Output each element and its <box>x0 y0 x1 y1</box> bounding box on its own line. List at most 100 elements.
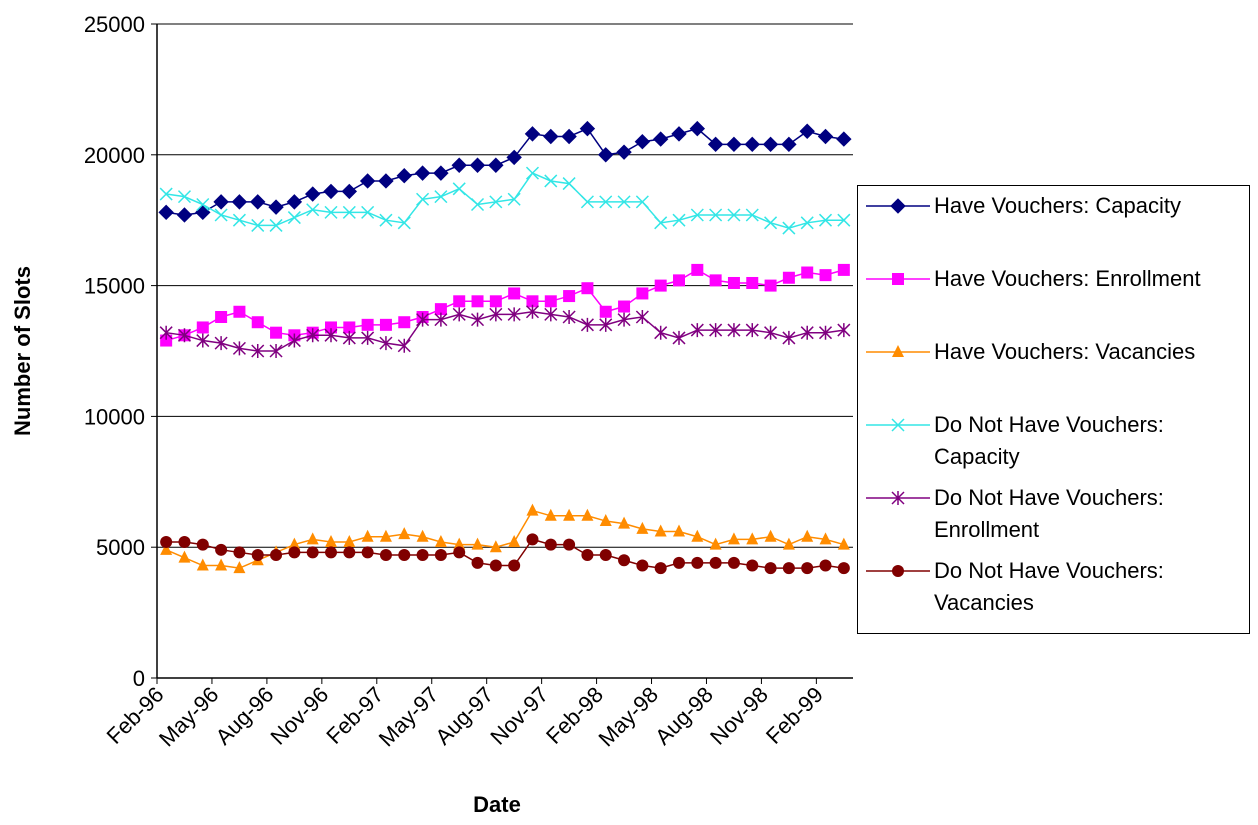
marker <box>416 549 429 562</box>
marker <box>268 199 284 215</box>
marker <box>727 532 740 545</box>
marker <box>470 312 485 327</box>
marker <box>837 263 850 276</box>
marker <box>524 126 541 142</box>
marker <box>159 325 173 340</box>
marker <box>379 213 393 227</box>
series-line <box>166 127 844 216</box>
marker <box>709 537 722 550</box>
marker <box>599 305 612 318</box>
marker <box>726 136 742 153</box>
x-tick-label: May-96 <box>154 682 224 752</box>
marker <box>215 310 228 323</box>
marker <box>801 562 814 575</box>
marker <box>562 177 576 191</box>
marker <box>361 529 374 542</box>
x-tick-label: Aug-97 <box>430 682 498 750</box>
marker <box>288 537 301 550</box>
marker <box>727 208 741 222</box>
marker <box>892 345 904 357</box>
marker <box>691 529 704 542</box>
legend-item: Have Vouchers: Capacity <box>862 190 1245 263</box>
marker <box>343 534 356 547</box>
marker <box>469 157 486 173</box>
marker <box>214 208 228 222</box>
marker <box>451 157 467 173</box>
legend-item: Do Not Have Vouchers: Vacancies <box>862 555 1245 628</box>
marker <box>397 338 411 353</box>
marker <box>233 305 246 318</box>
x-tick-label: May-97 <box>374 682 444 752</box>
legend-symbol <box>866 565 930 577</box>
marker <box>452 182 466 196</box>
y-tick-label: 25000 <box>84 12 145 37</box>
marker <box>801 529 814 542</box>
marker <box>306 328 320 343</box>
marker <box>563 538 576 551</box>
marker <box>414 165 431 181</box>
marker <box>287 333 301 348</box>
marker <box>543 128 559 145</box>
legend-item: Do Not Have Vouchers: Enrollment <box>862 482 1245 555</box>
marker <box>452 307 466 322</box>
x-tick-label: Nov-98 <box>705 682 773 750</box>
x-tick-label: Aug-96 <box>211 682 279 750</box>
marker <box>215 558 228 571</box>
marker <box>397 216 411 230</box>
marker <box>177 328 192 343</box>
marker <box>563 290 576 303</box>
marker <box>782 221 796 235</box>
marker <box>599 195 613 209</box>
legend-symbol <box>866 198 930 214</box>
marker <box>398 549 411 562</box>
marker <box>563 508 576 521</box>
series-line <box>166 311 844 352</box>
marker <box>782 271 795 284</box>
marker <box>453 546 466 559</box>
marker <box>525 166 540 180</box>
marker <box>562 309 576 324</box>
marker <box>251 316 264 329</box>
marker <box>488 157 504 173</box>
marker <box>673 274 685 287</box>
marker <box>341 183 358 200</box>
marker <box>618 516 631 529</box>
marker <box>892 565 904 577</box>
marker <box>671 126 687 142</box>
marker <box>636 559 649 572</box>
marker <box>580 317 594 332</box>
marker <box>361 318 374 331</box>
marker <box>416 312 430 327</box>
legend-label: Do Not Have Vouchers: Vacancies <box>934 558 1164 615</box>
marker <box>654 216 668 230</box>
marker <box>471 556 484 569</box>
marker <box>324 205 338 219</box>
marker <box>709 323 723 338</box>
marker <box>526 295 539 308</box>
marker <box>746 276 759 289</box>
marker <box>176 207 193 223</box>
x-tick-label: Feb-99 <box>761 682 828 749</box>
marker <box>196 197 210 212</box>
marker <box>654 325 668 340</box>
marker <box>579 120 596 137</box>
marker <box>508 287 521 300</box>
marker <box>782 537 795 550</box>
marker <box>361 546 374 559</box>
marker <box>599 317 613 332</box>
marker <box>744 136 760 153</box>
marker <box>599 514 612 527</box>
marker <box>709 274 722 287</box>
marker <box>544 538 557 551</box>
marker <box>213 194 229 210</box>
marker <box>416 192 430 206</box>
marker <box>433 165 449 181</box>
legend-symbol <box>866 418 930 432</box>
marker <box>489 540 502 553</box>
marker <box>233 561 246 574</box>
marker <box>891 491 905 505</box>
marker <box>690 323 704 338</box>
marker <box>270 549 283 562</box>
series-line <box>166 172 844 229</box>
